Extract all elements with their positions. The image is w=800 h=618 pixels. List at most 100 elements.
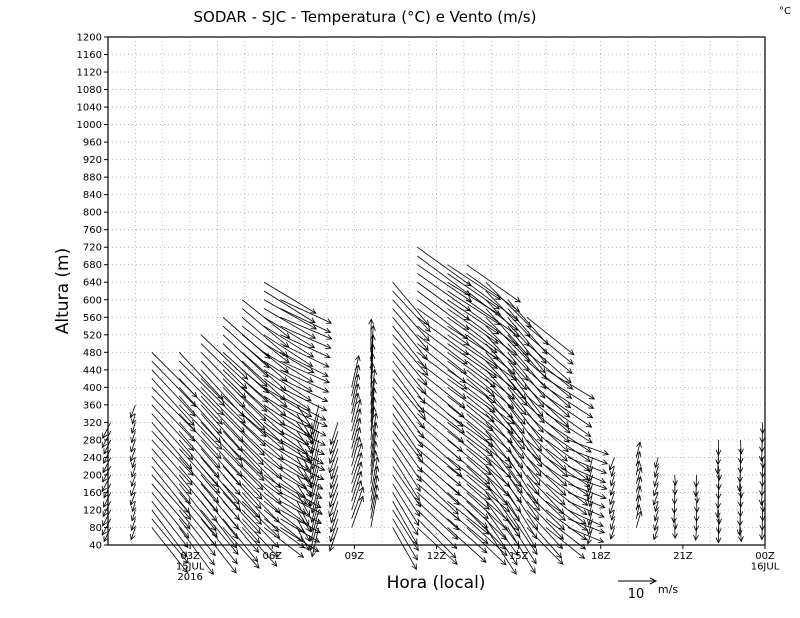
wind-vector: [545, 465, 589, 497]
corner-unit: °C: [779, 6, 791, 17]
wind-vector: [280, 492, 323, 515]
wind-vector: [280, 422, 326, 446]
wind-vector-head: [130, 446, 136, 453]
wind-vector: [200, 395, 244, 442]
wind-vector-head: [521, 384, 528, 391]
wind-vector-head: [533, 514, 540, 521]
wind-vector-head: [321, 421, 328, 428]
wind-vector-head: [231, 542, 238, 549]
wind-vector-head: [560, 490, 567, 497]
wind-vector: [151, 465, 190, 514]
wind-vector-head: [736, 529, 743, 537]
wind-vector: [351, 436, 360, 467]
wind-vector: [102, 501, 112, 517]
wind-vector: [485, 483, 519, 531]
x-tick-label: 09Z: [345, 551, 365, 562]
wind-vector-head: [693, 516, 700, 523]
wind-vector-head: [736, 486, 743, 493]
wind-vector: [567, 509, 604, 527]
wind-vector: [102, 422, 112, 439]
wind-vector: [507, 501, 537, 549]
wind-vector: [610, 474, 615, 486]
wind-vector-head: [455, 464, 462, 471]
wind-vector-head: [317, 484, 324, 490]
wind-vector-head: [672, 533, 678, 540]
wind-vector: [351, 496, 364, 528]
wind-vector: [178, 395, 221, 444]
wind-vector: [635, 495, 641, 511]
wind-vector: [296, 518, 310, 542]
wind-vector-head: [253, 546, 260, 554]
wind-profile: [693, 474, 700, 541]
wind-vector-head: [321, 396, 329, 402]
wind-vector-head: [519, 418, 526, 425]
wind-vector: [131, 466, 136, 478]
wind-vector-head: [512, 559, 518, 566]
wind-vector-head: [586, 437, 593, 444]
wind-vector: [392, 281, 430, 326]
wind-vector-head: [539, 367, 546, 374]
wind-profile: [635, 441, 643, 528]
wind-vector: [653, 527, 659, 540]
wind-vector: [417, 325, 468, 365]
wind-vector-head: [505, 446, 512, 453]
wind-vector: [263, 281, 317, 314]
wind-vector: [241, 518, 279, 557]
wind-vector: [222, 527, 260, 569]
wind-vector-head: [305, 411, 313, 417]
wind-vector-head: [585, 447, 592, 453]
wind-vector-head: [309, 491, 315, 499]
wind-vector-head: [102, 432, 108, 439]
wind-vector: [241, 343, 288, 382]
wind-vector: [545, 509, 587, 541]
wind-vector: [311, 448, 320, 479]
wind-vector: [392, 527, 417, 570]
wind-vector-head: [560, 464, 567, 471]
wind-vector: [280, 465, 323, 490]
wind-vector-head: [307, 377, 314, 383]
wind-vector-head: [217, 409, 224, 416]
wind-vector: [447, 281, 501, 316]
wind-vector-head: [522, 374, 529, 382]
wind-vector: [296, 404, 313, 429]
wind-vector-head: [538, 426, 544, 434]
wind-vector-head: [129, 411, 136, 419]
wind-vector-head: [714, 512, 721, 519]
wind-vector: [447, 518, 488, 554]
wind-vector: [330, 422, 339, 445]
wind-vector: [567, 465, 606, 483]
wind-vector-head: [188, 419, 195, 427]
wind-vector-head: [328, 545, 335, 552]
wind-vector-head: [587, 519, 593, 527]
wind-vector: [507, 483, 538, 530]
wind-vector-head: [534, 479, 541, 487]
wind-vector: [151, 483, 191, 529]
wind-vector-head: [514, 531, 521, 538]
wind-vector: [280, 527, 319, 552]
wind-vector: [151, 527, 188, 573]
wind-vector-head: [759, 534, 765, 541]
wind-vector: [370, 397, 375, 432]
wind-vector: [567, 518, 605, 534]
wind-vector: [545, 413, 593, 444]
wind-vector-head: [254, 512, 261, 519]
wind-vector: [392, 465, 422, 507]
wind-vector-head: [329, 526, 336, 534]
wind-vector-head: [278, 429, 285, 436]
wind-vector: [200, 430, 243, 477]
wind-vector: [178, 378, 223, 425]
wind-vector-head: [305, 475, 311, 483]
wind-vector: [635, 442, 641, 458]
wind-vector: [417, 404, 464, 443]
wind-vector: [447, 273, 500, 310]
wind-vector-head: [531, 533, 538, 540]
wind-vector-head: [131, 462, 137, 469]
wind-vector-head: [233, 498, 240, 505]
wind-vector: [200, 527, 237, 574]
wind-vector-head: [565, 377, 572, 384]
wind-vector: [392, 317, 428, 360]
wind-vector-head: [316, 509, 324, 515]
wind-profile: [151, 352, 198, 574]
wind-vector: [296, 457, 311, 482]
